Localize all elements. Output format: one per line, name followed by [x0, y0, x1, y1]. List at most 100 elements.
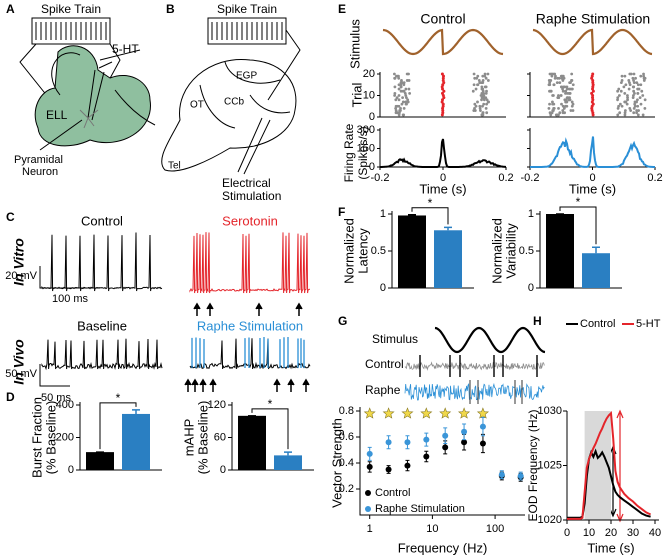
- error-bar: [284, 451, 292, 456]
- x-axis-title: Time (s): [587, 540, 634, 555]
- row-label: Control: [365, 357, 404, 371]
- y-tick-label: 0: [528, 282, 534, 294]
- bar: [122, 413, 150, 470]
- data-point: [385, 466, 392, 473]
- row-label: (Spikes/s): [356, 126, 370, 179]
- y-tick-label: 400: [56, 399, 74, 411]
- raster-spike: [639, 83, 643, 87]
- raster-spike: [642, 74, 646, 78]
- raster-spike: [566, 96, 570, 100]
- raster-spike: [405, 102, 408, 106]
- raster-spike: [561, 89, 565, 93]
- raster-spike: [441, 111, 445, 115]
- tick-label: 10: [363, 89, 375, 101]
- legend-label: Raphe Stimulation: [375, 503, 465, 515]
- raster-spike: [405, 96, 408, 100]
- panel-letter: D: [6, 390, 15, 404]
- raster-spike: [397, 94, 401, 97]
- raster-spike: [591, 72, 595, 76]
- axis-title: Time (s): [569, 181, 616, 196]
- raster-spike: [401, 89, 405, 93]
- raster-spike: [395, 104, 399, 108]
- raster-spike: [557, 113, 560, 117]
- raster-spike: [616, 98, 619, 102]
- raster-spike: [557, 76, 561, 80]
- raster-spike: [633, 91, 636, 95]
- tick-label: 20: [363, 68, 375, 80]
- raster-spike: [570, 79, 573, 82]
- stimulation-label: Electrical: [222, 176, 271, 190]
- raster-spike: [476, 100, 479, 104]
- raster-spike: [639, 102, 643, 106]
- firing-rate: [530, 136, 655, 168]
- raster-spike: [397, 113, 401, 117]
- raster-spike: [402, 81, 406, 84]
- raster-spike: [562, 76, 566, 80]
- raster-spike: [633, 100, 637, 104]
- raster-spike: [626, 98, 629, 102]
- raphe-trace: [404, 382, 545, 401]
- raster-spike: [404, 87, 408, 91]
- brain-lobes: [199, 61, 291, 129]
- raster-spike: [407, 87, 411, 91]
- legend-marker: [365, 490, 371, 496]
- raster-spike: [480, 85, 484, 89]
- x-tick-label: 40: [649, 527, 661, 539]
- raster-spike: [565, 87, 569, 91]
- raster-spike: [559, 85, 563, 89]
- axis-title: Time (s): [419, 181, 466, 196]
- y-tick-label: 0.4: [339, 457, 354, 469]
- neuron-pointer: [39, 119, 83, 151]
- raster-spike: [570, 100, 574, 104]
- raster-spike: [643, 107, 647, 110]
- raster-spike: [485, 102, 488, 106]
- significance-star: [457, 407, 471, 419]
- x-tick-label: 0: [564, 527, 570, 539]
- raster-spike: [480, 98, 483, 102]
- raster-spike: [406, 98, 410, 102]
- raster-spike: [635, 111, 638, 115]
- y-axis-title: Latency: [355, 228, 370, 274]
- raster-spike: [624, 100, 628, 104]
- raster-spike: [636, 104, 640, 108]
- raster-spike: [640, 89, 644, 93]
- y-tick-label: 0: [220, 464, 226, 476]
- raster-spike: [402, 113, 406, 117]
- raster-spike: [642, 72, 645, 76]
- raster-spike: [553, 72, 557, 76]
- tick-label: 300: [357, 124, 375, 136]
- raster-spike: [551, 94, 555, 97]
- raster-spike: [481, 87, 485, 91]
- voltage-trace: [189, 232, 311, 294]
- raster-spike: [484, 85, 488, 89]
- raster-spike: [442, 89, 446, 93]
- raster-spike: [548, 102, 551, 106]
- raster-spike: [638, 96, 642, 100]
- raster-spike: [551, 102, 555, 106]
- raster-spike: [620, 104, 624, 108]
- raster-spike: [399, 85, 403, 89]
- column-title: Control: [420, 11, 465, 27]
- raster-spike: [402, 107, 406, 110]
- y-tick-label: 0.8: [339, 405, 354, 417]
- raster-spike: [402, 83, 406, 87]
- control-spikes: [419, 355, 538, 377]
- raster-spike: [642, 79, 646, 82]
- tick-label: 0: [440, 172, 446, 184]
- raster-spike: [394, 74, 398, 78]
- raster-spike: [551, 100, 554, 104]
- significance-star: [363, 407, 376, 419]
- raster-spike: [395, 96, 399, 100]
- arrow: [209, 378, 217, 392]
- raster-spike: [484, 76, 488, 80]
- raster-spike: [480, 113, 484, 117]
- scale-label: 20 mV: [5, 270, 37, 282]
- raster-spike: [441, 104, 445, 108]
- raster-spike: [560, 76, 564, 80]
- raster-spike: [550, 111, 554, 115]
- raster-spike: [399, 107, 402, 110]
- raster-spike: [552, 83, 556, 87]
- scale-bar-vitro: [39, 266, 100, 289]
- bar: [546, 214, 574, 288]
- raster-spike: [478, 81, 482, 84]
